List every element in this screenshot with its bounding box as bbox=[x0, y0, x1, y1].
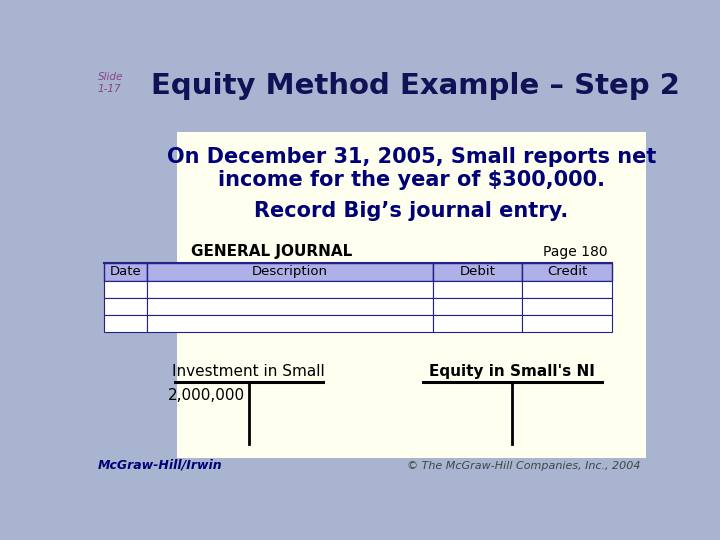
Bar bbox=[177, 367, 646, 457]
Text: Investment in Small: Investment in Small bbox=[173, 364, 325, 379]
Text: Debit: Debit bbox=[460, 266, 496, 279]
Bar bbox=[433, 315, 523, 332]
Text: Page 180: Page 180 bbox=[543, 245, 608, 259]
Bar bbox=[433, 281, 523, 298]
Bar bbox=[147, 298, 433, 315]
Text: McGraw-Hill/Irwin: McGraw-Hill/Irwin bbox=[98, 458, 222, 471]
Text: income for the year of $300,000.: income for the year of $300,000. bbox=[217, 170, 605, 190]
Text: © The McGraw-Hill Companies, Inc., 2004: © The McGraw-Hill Companies, Inc., 2004 bbox=[407, 461, 640, 471]
Text: Equity in Small's NI: Equity in Small's NI bbox=[429, 364, 595, 379]
Bar bbox=[523, 315, 611, 332]
Bar bbox=[523, 298, 611, 315]
Text: Record Big’s journal entry.: Record Big’s journal entry. bbox=[254, 201, 568, 221]
Bar bbox=[177, 132, 646, 367]
Bar bbox=[523, 281, 611, 298]
Text: GENERAL JOURNAL: GENERAL JOURNAL bbox=[191, 245, 352, 259]
Bar bbox=[147, 281, 433, 298]
Bar bbox=[433, 298, 523, 315]
Bar bbox=[104, 281, 147, 298]
Text: Slide
1-17: Slide 1-17 bbox=[98, 72, 123, 94]
Bar bbox=[104, 298, 147, 315]
Bar bbox=[147, 262, 433, 281]
Text: 2,000,000: 2,000,000 bbox=[168, 388, 245, 403]
Text: Equity Method Example – Step 2: Equity Method Example – Step 2 bbox=[151, 72, 680, 100]
Text: Description: Description bbox=[252, 266, 328, 279]
Bar bbox=[523, 262, 611, 281]
Bar bbox=[433, 262, 523, 281]
Bar bbox=[104, 315, 147, 332]
Bar bbox=[104, 262, 147, 281]
Text: On December 31, 2005, Small reports net: On December 31, 2005, Small reports net bbox=[166, 147, 656, 167]
Text: Date: Date bbox=[109, 266, 141, 279]
Bar bbox=[147, 315, 433, 332]
Text: Credit: Credit bbox=[547, 266, 587, 279]
